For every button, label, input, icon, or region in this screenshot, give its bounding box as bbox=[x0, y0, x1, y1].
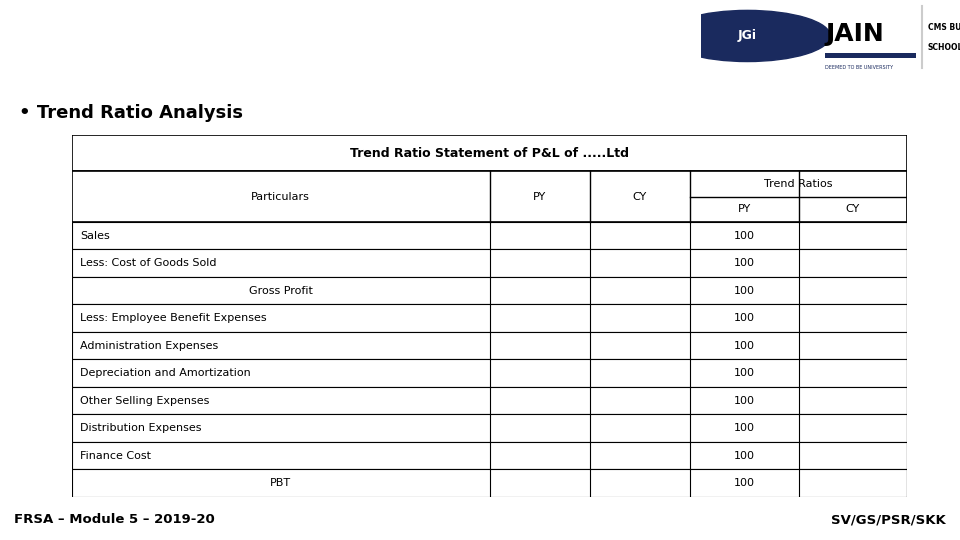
Text: JAIN: JAIN bbox=[826, 22, 884, 45]
Text: JGi: JGi bbox=[738, 30, 756, 43]
Text: 100: 100 bbox=[733, 450, 755, 461]
Text: PY: PY bbox=[533, 192, 546, 201]
Circle shape bbox=[664, 10, 830, 62]
Bar bbox=[72, 387, 907, 414]
Text: Other Selling Expenses: Other Selling Expenses bbox=[81, 396, 209, 406]
Text: 100: 100 bbox=[733, 258, 755, 268]
Text: SCHOOL: SCHOOL bbox=[927, 43, 960, 52]
Text: Particulars: Particulars bbox=[252, 192, 310, 201]
Text: PBT: PBT bbox=[270, 478, 292, 488]
Bar bbox=[72, 305, 907, 332]
Text: CMS BUSINESS: CMS BUSINESS bbox=[927, 23, 960, 32]
Text: 100: 100 bbox=[733, 396, 755, 406]
Text: Less: Cost of Goods Sold: Less: Cost of Goods Sold bbox=[81, 258, 217, 268]
Text: Gross Profit: Gross Profit bbox=[249, 286, 313, 295]
Text: 100: 100 bbox=[733, 341, 755, 350]
Bar bbox=[72, 249, 907, 277]
Bar bbox=[826, 53, 916, 58]
Text: 100: 100 bbox=[733, 368, 755, 378]
Text: PY: PY bbox=[737, 204, 751, 214]
Text: • Profit and Loss Statement Analysis: • Profit and Loss Statement Analysis bbox=[17, 26, 595, 54]
Bar bbox=[72, 222, 907, 249]
Text: Sales: Sales bbox=[81, 231, 110, 241]
Text: Less: Employee Benefit Expenses: Less: Employee Benefit Expenses bbox=[81, 313, 267, 323]
Text: FRSA – Module 5 – 2019-20: FRSA – Module 5 – 2019-20 bbox=[14, 513, 215, 526]
Bar bbox=[72, 332, 907, 359]
Bar bbox=[72, 414, 907, 442]
Text: Depreciation and Amortization: Depreciation and Amortization bbox=[81, 368, 252, 378]
Bar bbox=[72, 277, 907, 305]
Text: CY: CY bbox=[846, 204, 860, 214]
Bar bbox=[72, 359, 907, 387]
Text: 100: 100 bbox=[733, 478, 755, 488]
Text: CY: CY bbox=[633, 192, 647, 201]
Text: DEEMED TO BE UNIVERSITY: DEEMED TO BE UNIVERSITY bbox=[826, 65, 894, 70]
Bar bbox=[72, 135, 907, 171]
Text: 100: 100 bbox=[733, 231, 755, 241]
Text: • Trend Ratio Analysis: • Trend Ratio Analysis bbox=[19, 104, 243, 122]
Bar bbox=[72, 442, 907, 469]
Text: Trend Ratios: Trend Ratios bbox=[764, 179, 833, 189]
Text: Finance Cost: Finance Cost bbox=[81, 450, 152, 461]
Text: Administration Expenses: Administration Expenses bbox=[81, 341, 219, 350]
Text: 100: 100 bbox=[733, 313, 755, 323]
Text: Trend Ratio Statement of P&L of .....Ltd: Trend Ratio Statement of P&L of .....Ltd bbox=[350, 146, 629, 160]
Text: 100: 100 bbox=[733, 423, 755, 433]
Bar bbox=[72, 171, 907, 222]
Text: SV/GS/PSR/SKK: SV/GS/PSR/SKK bbox=[830, 513, 946, 526]
Text: Distribution Expenses: Distribution Expenses bbox=[81, 423, 202, 433]
Text: 100: 100 bbox=[733, 286, 755, 295]
Bar bbox=[72, 469, 907, 497]
